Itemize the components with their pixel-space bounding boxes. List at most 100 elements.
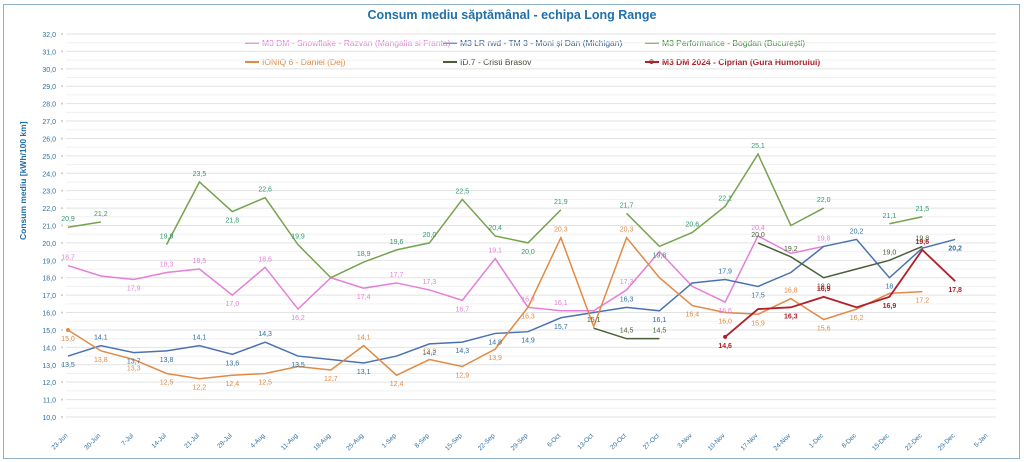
data-label: 20,3	[620, 227, 634, 234]
data-label: 17,4	[357, 294, 371, 301]
legend-label: IONIQ 6 - Daniel (Dej)	[262, 57, 346, 67]
y-tick-label: 16,0	[42, 311, 56, 318]
data-label: 13,5	[61, 362, 75, 369]
data-label: 17,8	[948, 287, 962, 294]
y-axis-ticks: 10,0 11,0 12,0 13,0 14,0 15,0 16,0 17,0 18,0 19,0…	[42, 32, 63, 422]
legend-item-series-3[interactable]: IONIQ 6 - Daniel (Dej)	[245, 57, 346, 67]
data-label: 17,7	[390, 272, 404, 279]
legend-item-series-5[interactable]: M3 DM 2024 - Ciprian (Gura Humorului)	[645, 57, 820, 67]
data-label: 23,5	[193, 171, 207, 178]
data-label: 13,1	[357, 369, 371, 376]
y-tick-label: 31,0	[42, 49, 56, 56]
data-label: 17,9	[718, 268, 732, 275]
data-label: 19,2	[784, 246, 798, 253]
y-tick-label: 32,0	[42, 32, 56, 39]
data-label: 16,1	[554, 300, 568, 307]
y-tick-mark	[61, 189, 63, 192]
y-tick-mark	[61, 85, 63, 88]
chart-title: Consum mediu săptămânal - echipa Long Ra…	[367, 8, 657, 22]
data-label: 22,1	[718, 195, 732, 202]
y-tick-label: 21,0	[42, 224, 56, 231]
x-tick-label: 30-Jun	[83, 432, 102, 451]
y-tick-mark	[61, 398, 63, 401]
x-tick-label: 21-Jul	[183, 432, 201, 450]
data-label: 15,1	[587, 317, 601, 324]
data-label: 25,1	[751, 143, 765, 150]
legend-swatch	[245, 61, 259, 63]
data-label: 16,3	[784, 313, 798, 320]
data-label: 18,5	[193, 258, 207, 265]
data-label: 16,3	[521, 313, 535, 320]
x-tick-label: 23-Jun	[50, 432, 69, 451]
data-label: 18,9	[357, 251, 371, 258]
data-label: 16,4	[685, 312, 699, 319]
data-label: 18	[886, 284, 894, 291]
y-tick-mark	[61, 328, 63, 331]
y-tick-label: 20,0	[42, 241, 56, 248]
x-tick-label: 14-Jul	[151, 432, 169, 450]
data-label: 18,0	[817, 284, 831, 291]
data-label: 21,9	[554, 199, 568, 206]
data-label: 20,0	[521, 249, 535, 256]
data-label: 13,7	[127, 359, 141, 366]
data-label: 19,9	[160, 234, 174, 241]
data-label: 19,8	[653, 252, 667, 259]
y-tick-label: 30,0	[42, 67, 56, 74]
y-tick-label: 14,0	[42, 345, 56, 352]
x-tick-label: 15-Dec	[871, 432, 891, 452]
y-tick-mark	[61, 137, 63, 140]
legend-swatch	[443, 61, 457, 63]
data-label: 22,0	[817, 197, 831, 204]
y-tick-label: 22,0	[42, 206, 56, 213]
series-line-2	[626, 152, 825, 248]
y-tick-mark	[61, 259, 63, 262]
y-tick-label: 28,0	[42, 102, 56, 109]
x-tick-label: 1-Sep	[381, 432, 398, 449]
x-tick-label: 10-Nov	[707, 432, 727, 452]
data-label: 14,1	[94, 335, 108, 342]
x-tick-label: 28-Jul	[216, 432, 234, 450]
legend-swatch	[645, 59, 659, 64]
y-tick-label: 12,0	[42, 380, 56, 387]
data-label: 14,9	[521, 338, 535, 345]
data-label: 12,5	[160, 379, 174, 386]
x-tick-label: 15-Sep	[444, 432, 464, 452]
data-label: 14,2	[423, 350, 437, 357]
data-label: 19,8	[817, 235, 831, 242]
x-tick-label: 29-Dec	[937, 432, 957, 452]
data-label: 14,8	[488, 339, 502, 346]
series-line-0	[67, 234, 824, 312]
data-label: 15,7	[554, 324, 568, 331]
x-tick-label: 8-Sep	[414, 432, 431, 449]
y-tick-mark	[61, 67, 63, 70]
y-tick-label: 18,0	[42, 276, 56, 283]
y-tick-label: 10,0	[42, 415, 56, 422]
data-label: 19,1	[488, 248, 502, 255]
y-tick-label: 26,0	[42, 136, 56, 143]
data-label: 13,8	[94, 357, 108, 364]
data-label: 19,6	[390, 239, 404, 246]
series-lines	[66, 152, 956, 380]
data-label: 12,4	[225, 381, 239, 388]
y-tick-mark	[61, 346, 63, 349]
x-tick-label: 6-Oct	[546, 432, 562, 448]
data-label: 13,3	[127, 366, 141, 373]
data-label: 12,5	[258, 379, 272, 386]
data-label: 21,5	[915, 206, 929, 213]
data-label: 22,6	[258, 187, 272, 194]
x-tick-label: 3-Nov	[676, 432, 694, 450]
y-tick-mark	[61, 33, 63, 35]
data-label: 17,9	[127, 285, 141, 292]
y-tick-mark	[61, 311, 63, 314]
data-label: 19,8	[915, 235, 929, 242]
data-label: 19,0	[883, 249, 897, 256]
y-tick-label: 15,0	[42, 328, 56, 335]
data-label: 15,0	[61, 336, 75, 343]
legend-item-series-4[interactable]: ID.7 - Cristi Brasov	[443, 57, 531, 67]
x-tick-label: 22-Sep	[477, 432, 497, 452]
y-tick-mark	[61, 224, 63, 227]
data-label: 17,5	[751, 292, 765, 299]
data-label: 13,6	[225, 360, 239, 367]
series-line-4	[757, 242, 923, 279]
